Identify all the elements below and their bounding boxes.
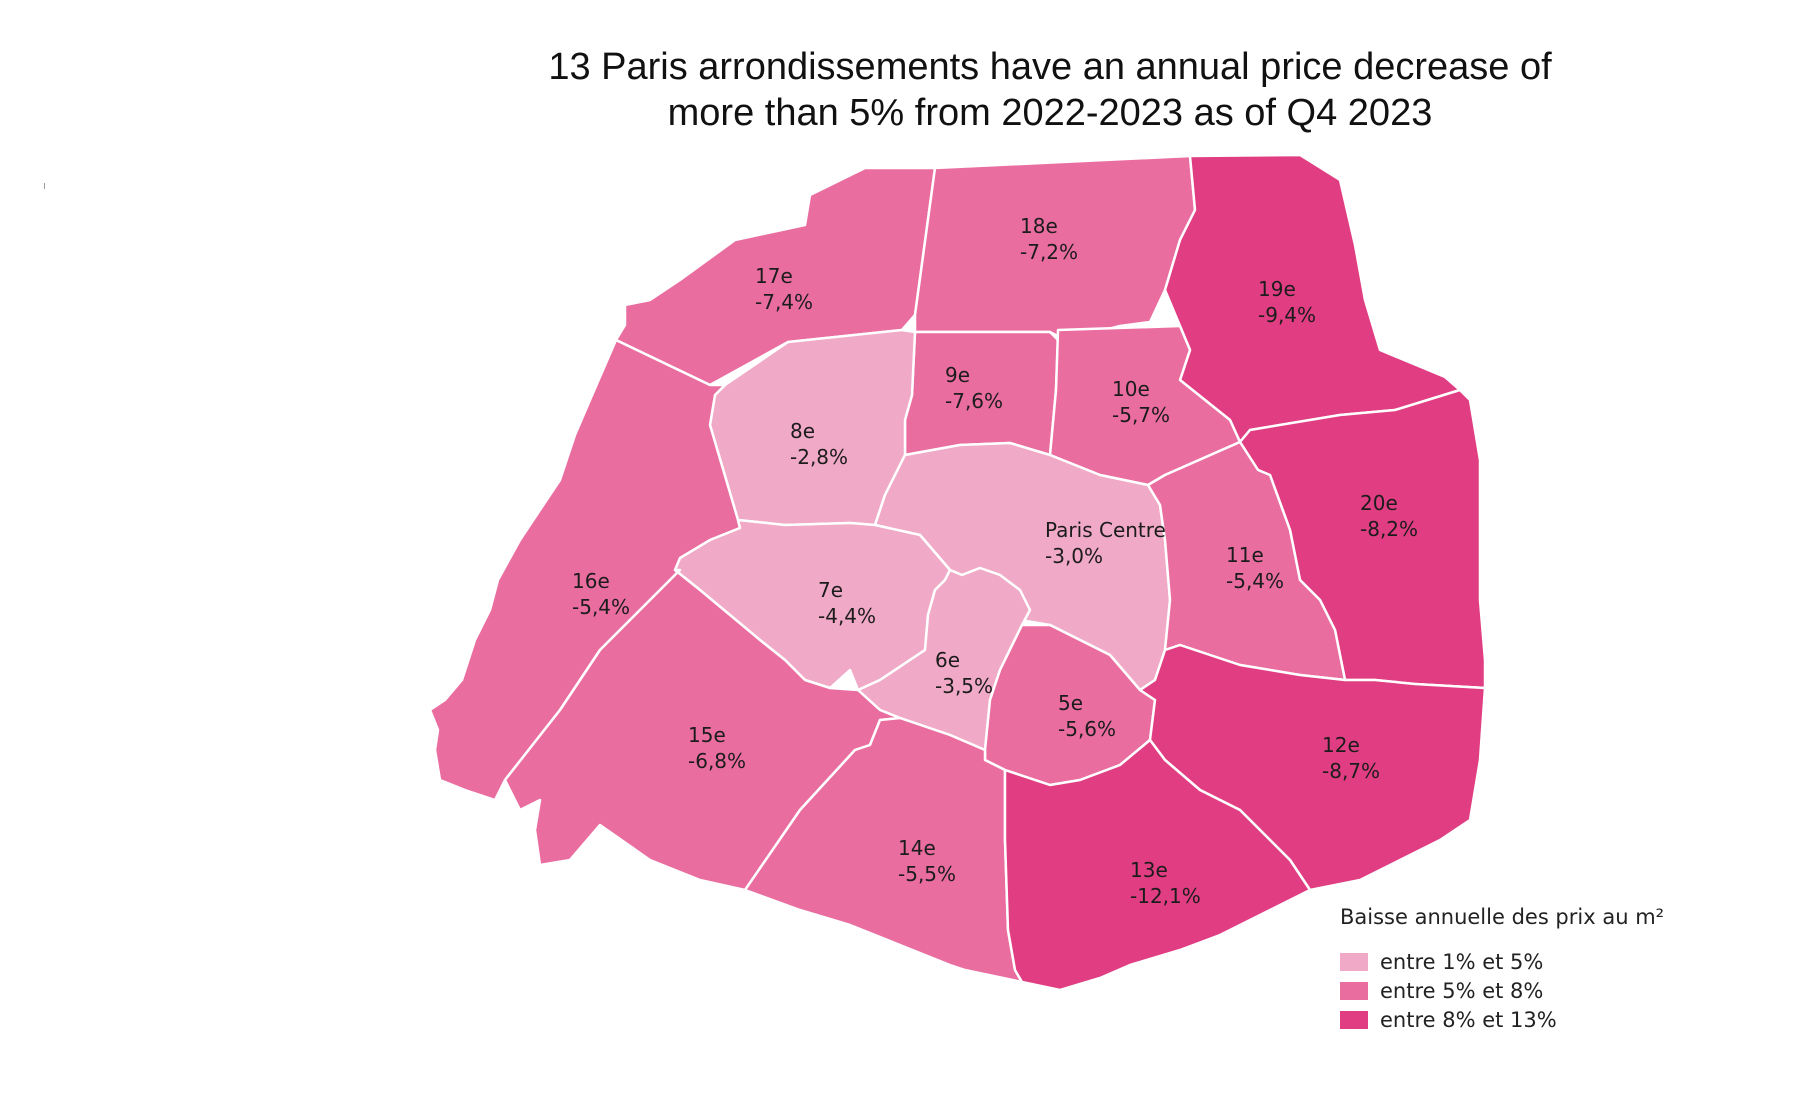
district-name-11e: 11e: [1226, 543, 1264, 567]
legend-item-high: entre 8% et 13%: [1340, 1005, 1664, 1034]
district-value-17e: -7,4%: [755, 290, 813, 314]
map-title-line-1: 13 Paris arrondissements have an annual …: [548, 46, 1552, 88]
district-name-20e: 20e: [1360, 491, 1398, 515]
district-value-12e: -8,7%: [1322, 759, 1380, 783]
map-title-line-2: more than 5% from 2022-2023 as of Q4 202…: [667, 92, 1433, 134]
district-11e: [1146, 440, 1347, 682]
district-14e: [743, 716, 1024, 984]
district-name-10e: 10e: [1112, 377, 1150, 401]
district-value-16e: -5,4%: [572, 595, 630, 619]
map-title: 13 Paris arrondissements have an annual …: [400, 44, 1700, 136]
district-value-15e: -6,8%: [688, 749, 746, 773]
district-value-6e: -3,5%: [935, 674, 993, 698]
legend-item-low: entre 1% et 5%: [1340, 947, 1664, 976]
stray-tick-mark: [44, 183, 45, 189]
district-value-5e: -5,6%: [1058, 717, 1116, 741]
district-value-8e: -2,8%: [790, 445, 848, 469]
legend-label-high: entre 8% et 13%: [1380, 1007, 1557, 1032]
district-13e: [1003, 738, 1312, 992]
district-polygons: [428, 153, 1487, 992]
district-name-17e: 17e: [755, 264, 793, 288]
district-labels: 17e-7,4% 18e-7,2% 19e-9,4% 9e-7,6% 10e-5,7% 8…: [572, 214, 1418, 908]
district-name-8e: 8e: [790, 419, 815, 443]
district-name-19e: 19e: [1258, 277, 1296, 301]
district-15e: [503, 568, 902, 892]
legend-swatch-low: [1340, 952, 1368, 971]
district-value-18e: -7,2%: [1020, 240, 1078, 264]
district-value-9e: -7,6%: [945, 389, 1003, 413]
district-name-paris-centre: Paris Centre: [1045, 518, 1166, 542]
district-value-11e: -5,4%: [1226, 569, 1284, 593]
district-name-16e: 16e: [572, 569, 610, 593]
legend-swatch-high: [1340, 1010, 1368, 1029]
legend-label-mid: entre 5% et 8%: [1380, 978, 1544, 1003]
legend-label-low: entre 1% et 5%: [1380, 949, 1544, 974]
district-17e: [614, 166, 937, 387]
district-name-13e: 13e: [1130, 858, 1168, 882]
district-value-10e: -5,7%: [1112, 403, 1170, 427]
district-value-19e: -9,4%: [1258, 303, 1316, 327]
district-name-14e: 14e: [898, 836, 936, 860]
legend-item-mid: entre 5% et 8%: [1340, 976, 1664, 1005]
district-name-12e: 12e: [1322, 733, 1360, 757]
district-19e: [1163, 153, 1462, 444]
district-value-13e: -12,1%: [1130, 884, 1201, 908]
district-name-15e: 15e: [688, 723, 726, 747]
legend-title: Baisse annuelle des prix au m²: [1340, 905, 1665, 929]
district-name-6e: 6e: [935, 648, 960, 672]
district-value-paris-centre: -3,0%: [1045, 544, 1103, 568]
district-name-9e: 9e: [945, 363, 970, 387]
district-name-5e: 5e: [1058, 691, 1083, 715]
district-name-18e: 18e: [1020, 214, 1058, 238]
district-value-7e: -4,4%: [818, 604, 876, 628]
district-value-20e: -8,2%: [1360, 517, 1418, 541]
district-16e: [428, 338, 742, 802]
district-value-14e: -5,5%: [898, 862, 956, 886]
legend: Baisse annuelle des prix au m² entre 1% …: [1340, 905, 1664, 1034]
legend-swatch-mid: [1340, 981, 1368, 1000]
district-name-7e: 7e: [818, 578, 843, 602]
